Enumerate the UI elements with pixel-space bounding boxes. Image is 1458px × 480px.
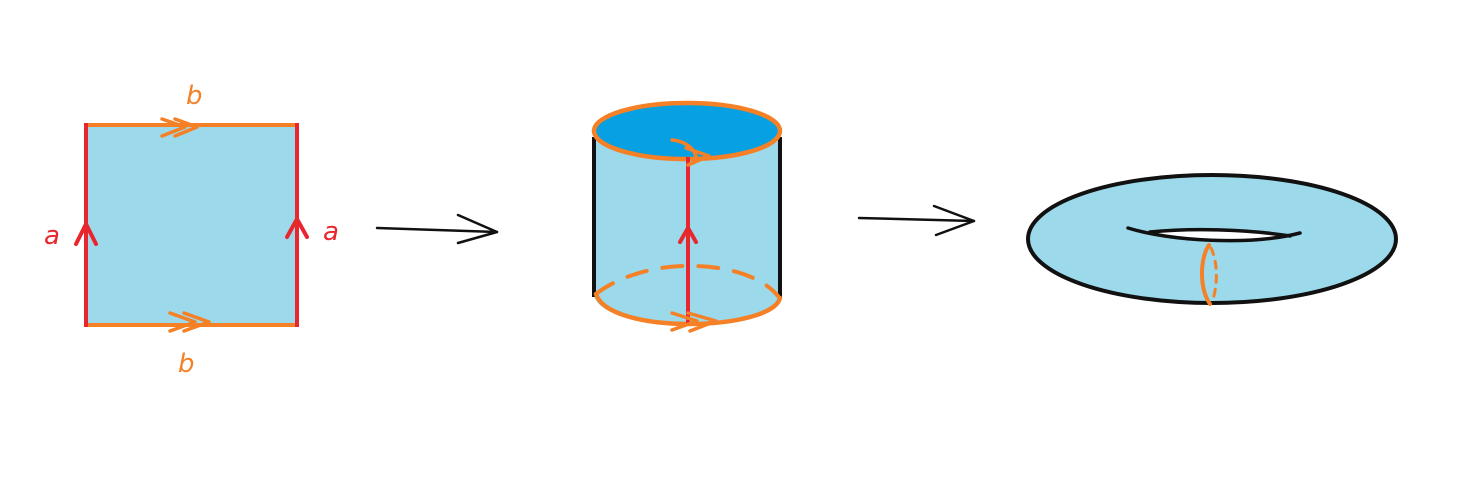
right-arrow-icon-2: [857, 204, 976, 237]
double-arrow-cylinder-bottom-icon: [670, 311, 718, 333]
label-right-a: a: [323, 217, 339, 247]
torus-panel: [1026, 173, 1398, 306]
square-panel: b b a a: [44, 81, 339, 379]
double-arrow-bottom-icon: [168, 311, 211, 333]
torus-meridian-front: [1200, 243, 1212, 306]
torus-meridian-back-dashed: [1209, 246, 1218, 304]
label-left-a: a: [44, 221, 60, 251]
cylinder-top-face: [591, 100, 783, 162]
label-top-b: b: [186, 81, 203, 111]
right-arrow-icon: [375, 213, 499, 245]
cylinder-panel: [591, 100, 783, 333]
label-bottom-b: b: [178, 349, 195, 379]
arrow-left-edge-icon: [74, 222, 98, 246]
double-arrow-cylinder-top-icon: [670, 138, 711, 167]
arrow-right-edge-icon: [285, 217, 309, 239]
torus-hole-lower-curve: [1148, 227, 1292, 238]
torus-hole-upper-curve: [1126, 226, 1302, 243]
arrow-seam-icon: [678, 226, 698, 244]
double-arrow-top-icon: [160, 117, 199, 138]
square-fill: [86, 125, 297, 325]
